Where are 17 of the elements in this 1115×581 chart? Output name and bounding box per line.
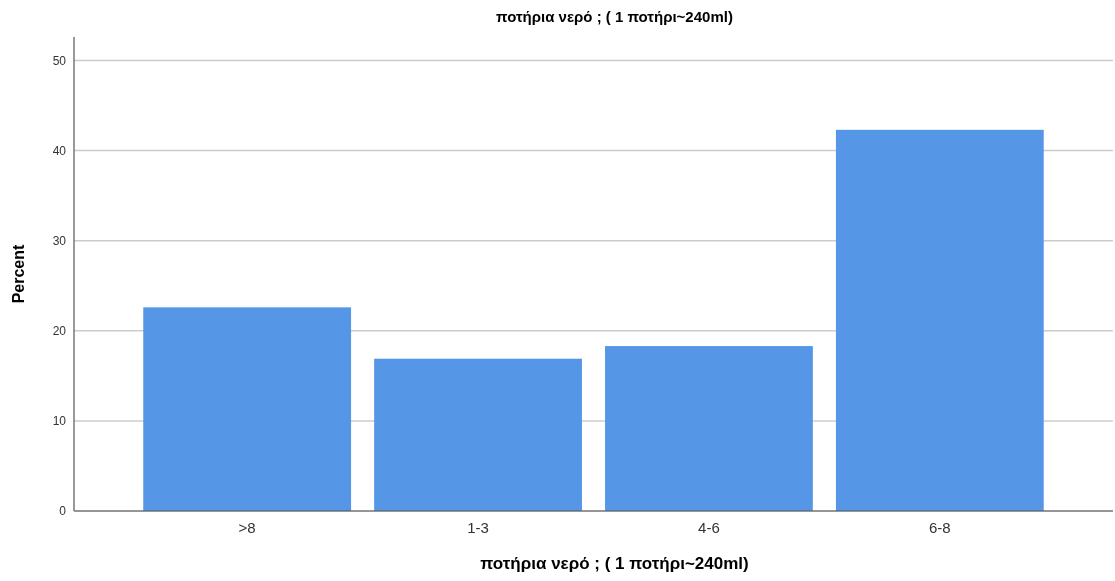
y-axis-title: Percent — [10, 243, 27, 304]
x-axis-title: ποτήρια νερό ; ( 1 ποτήρι~240ml) — [480, 554, 749, 573]
x-tick-label: 4-6 — [698, 519, 720, 536]
x-tick-label: >8 — [238, 519, 256, 536]
y-tick-label: 10 — [52, 414, 67, 429]
y-tick-label: 30 — [52, 233, 67, 248]
x-tick-label: 6-8 — [928, 519, 951, 536]
bar — [374, 358, 582, 511]
x-tick-label: 1-3 — [467, 519, 489, 536]
bar — [605, 346, 813, 511]
y-tick-label: 0 — [59, 504, 67, 519]
y-tick-label: 50 — [52, 53, 67, 68]
y-tick-label: 40 — [52, 143, 67, 158]
bar — [143, 307, 352, 511]
y-tick-label: 20 — [52, 323, 67, 338]
bar — [835, 129, 1044, 511]
chart-title: ποτήρια νερό ; ( 1 ποτήρι~240ml) — [496, 8, 733, 25]
